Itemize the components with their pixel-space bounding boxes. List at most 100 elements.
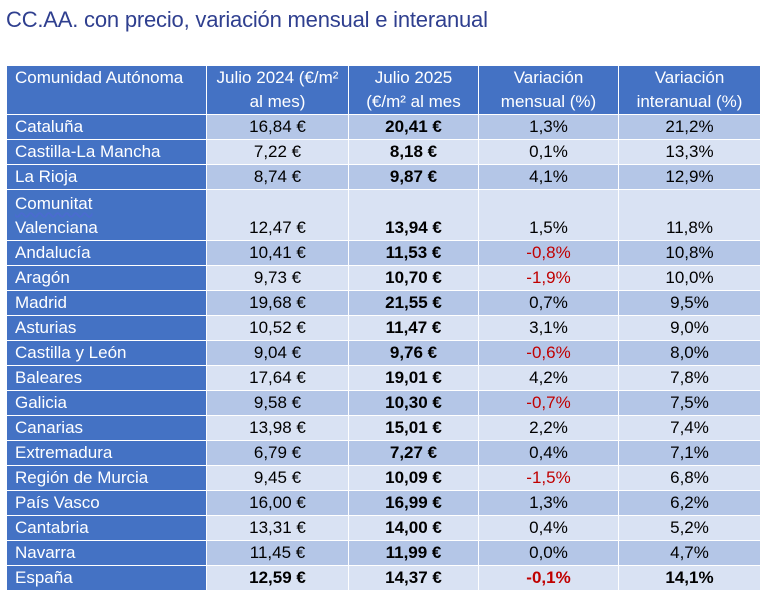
price-2025-cell: 10,30 € — [348, 390, 479, 416]
yearly-change-cell: 21,2% — [618, 114, 761, 140]
region-name-cell: Navarra — [6, 540, 207, 566]
table-row: Canarias 13,98 €15,01 €2,2% 7,4% — [6, 415, 761, 441]
table-row: La Rioja 8,74 €9,87 €4,1% 12,9% — [6, 164, 761, 190]
price-2024-cell: 9,04 € — [206, 340, 349, 366]
yearly-change-cell: 10,0% — [618, 265, 761, 291]
price-2024-cell: 10,52 € — [206, 315, 349, 341]
table-row: Castilla-La Mancha 7,22 €8,18 €0,1% 13,3% — [6, 139, 761, 165]
monthly-change-cell: 2,2% — [478, 415, 619, 441]
monthly-change-cell: 3,1% — [478, 315, 619, 341]
price-2025-cell: 7,27 € — [348, 440, 479, 466]
yearly-change-cell: 10,8% — [618, 240, 761, 266]
price-2024-cell: 9,45 € — [206, 465, 349, 491]
table-row: Baleares 17,64 €19,01 €4,2% 7,8% — [6, 365, 761, 391]
yearly-change-cell: 9,5% — [618, 290, 761, 316]
monthly-change-cell: 0,7% — [478, 290, 619, 316]
monthly-change-cell: 1,3% — [478, 114, 619, 140]
monthly-change-cell: -0,7% — [478, 390, 619, 416]
region-name-cell: Castilla-La Mancha — [6, 139, 207, 165]
header-variacion-interanual: Variación interanual (%) — [618, 65, 761, 115]
table-row: Galicia 9,58 €10,30 € -0,7% 7,5% — [6, 390, 761, 416]
price-2024-cell: 11,45 € — [206, 540, 349, 566]
monthly-change-cell: 0,0% — [478, 540, 619, 566]
price-2025-cell: 19,01 € — [348, 365, 479, 391]
region-name-line1: Comunitat — [15, 194, 93, 213]
yearly-change-cell: 4,7% — [618, 540, 761, 566]
price-2024-cell: 17,64 € — [206, 365, 349, 391]
table-row: Cataluña 16,84 €20,41 €1,3% 21,2% — [6, 114, 761, 140]
price-2025-cell: 14,37 € — [348, 565, 479, 591]
table-row: Andalucía 10,41 €11,53 € -0,8% 10,8% — [6, 240, 761, 266]
region-name-cell: Andalucía — [6, 240, 207, 266]
yearly-change-cell: 7,5% — [618, 390, 761, 416]
region-name-cell: Cataluña — [6, 114, 207, 140]
region-name-cell: Canarias — [6, 415, 207, 441]
header-julio-2025: Julio 2025 (€/m² al mes — [348, 65, 479, 115]
yearly-change-cell: 8,0% — [618, 340, 761, 366]
monthly-change-cell: -1,5% — [478, 465, 619, 491]
header-comunidad: Comunidad Autónoma — [6, 65, 207, 115]
region-name-cell: Galicia — [6, 390, 207, 416]
region-name-cell: Asturias — [6, 315, 207, 341]
region-name-cell: Baleares — [6, 365, 207, 391]
price-2025-cell: 11,99 € — [348, 540, 479, 566]
header-variacion-mensual: Variación mensual (%) — [478, 65, 619, 115]
table-row: Comunitat Valenciana 12,47 €13,94 €1,5% 11,… — [6, 189, 761, 241]
price-2025-cell: 21,55 € — [348, 290, 479, 316]
monthly-change-cell: -1,9% — [478, 265, 619, 291]
header-julio-2024: Julio 2024 (€/m² al mes) — [206, 65, 349, 115]
monthly-change-cell: -0,6% — [478, 340, 619, 366]
price-2024-cell: 9,58 € — [206, 390, 349, 416]
region-name-cell: Aragón — [6, 265, 207, 291]
price-2024-cell: 19,68 € — [206, 290, 349, 316]
price-2025-cell: 14,00 € — [348, 515, 479, 541]
monthly-change-cell: -0,1% — [478, 565, 619, 591]
price-2025-cell: 11,53 € — [348, 240, 479, 266]
total-row: España 12,59 €14,37 € -0,1% 14,1% — [6, 565, 761, 591]
price-2025-cell: 13,94 € — [348, 189, 479, 241]
price-2024-cell: 16,00 € — [206, 490, 349, 516]
price-2024-cell: 13,98 € — [206, 415, 349, 441]
price-2024-cell: 10,41 € — [206, 240, 349, 266]
yearly-change-cell: 7,4% — [618, 415, 761, 441]
price-2024-cell: 13,31 € — [206, 515, 349, 541]
price-2025-cell: 15,01 € — [348, 415, 479, 441]
region-name-cell: Madrid — [6, 290, 207, 316]
table-row: País Vasco 16,00 €16,99 €1,3% 6,2% — [6, 490, 761, 516]
table-row: Aragón 9,73 €10,70 € -1,9% 10,0% — [6, 265, 761, 291]
data-table: Comunidad Autónoma Julio 2024 (€/m² al m… — [6, 65, 761, 591]
price-2025-cell: 9,87 € — [348, 164, 479, 190]
price-2025-cell: 11,47 € — [348, 315, 479, 341]
price-2024-cell: 8,74 € — [206, 164, 349, 190]
table-row: Madrid 19,68 €21,55 €0,7% 9,5% — [6, 290, 761, 316]
region-name-cell: Extremadura — [6, 440, 207, 466]
yearly-change-cell: 12,9% — [618, 164, 761, 190]
monthly-change-cell: -0,8% — [478, 240, 619, 266]
monthly-change-cell: 1,5% — [478, 189, 619, 241]
yearly-change-cell: 11,8% — [618, 189, 761, 241]
region-name-cell: Cantabria — [6, 515, 207, 541]
monthly-change-cell: 0,1% — [478, 139, 619, 165]
region-name-cell: La Rioja — [6, 164, 207, 190]
price-2025-cell: 8,18 € — [348, 139, 479, 165]
price-2024-cell: 7,22 € — [206, 139, 349, 165]
price-2024-cell: 16,84 € — [206, 114, 349, 140]
price-2024-cell: 9,73 € — [206, 265, 349, 291]
price-2025-cell: 20,41 € — [348, 114, 479, 140]
yearly-change-cell: 7,1% — [618, 440, 761, 466]
table-row: Región de Murcia 9,45 €10,09 € -1,5% 6,8% — [6, 465, 761, 491]
price-2025-cell: 10,09 € — [348, 465, 479, 491]
yearly-change-cell: 5,2% — [618, 515, 761, 541]
yearly-change-cell: 6,8% — [618, 465, 761, 491]
table-row: Castilla y León 9,04 €9,76 € -0,6% 8,0% — [6, 340, 761, 366]
monthly-change-cell: 4,2% — [478, 365, 619, 391]
table-row: Asturias 10,52 €11,47 €3,1% 9,0% — [6, 315, 761, 341]
yearly-change-cell: 14,1% — [618, 565, 761, 591]
monthly-change-cell: 1,3% — [478, 490, 619, 516]
yearly-change-cell: 9,0% — [618, 315, 761, 341]
region-name-cell: España — [6, 565, 207, 591]
yearly-change-cell: 7,8% — [618, 365, 761, 391]
price-2024-cell: 12,47 € — [206, 189, 349, 241]
region-name-cell: País Vasco — [6, 490, 207, 516]
price-2025-cell: 10,70 € — [348, 265, 479, 291]
